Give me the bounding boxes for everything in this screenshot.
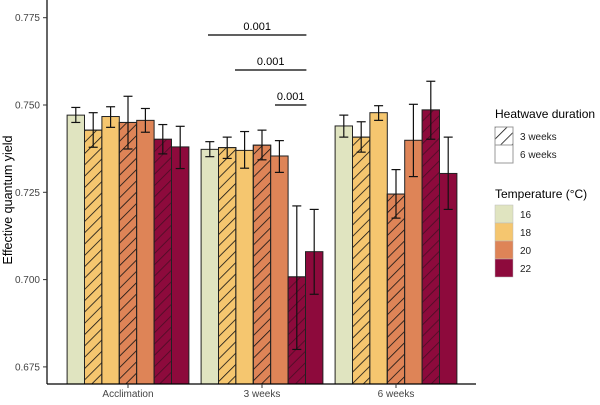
bar-hatch bbox=[352, 136, 371, 385]
error-bar bbox=[374, 105, 384, 121]
error-bar bbox=[240, 130, 250, 169]
x-ticks: Acclimation 3 weeks 6 weeks bbox=[102, 384, 414, 400]
bar-hatch bbox=[84, 129, 103, 385]
y-axis-label: Effective quantum yield bbox=[1, 135, 15, 264]
error-bar bbox=[292, 205, 302, 351]
error-bar bbox=[140, 107, 150, 133]
y-tick-label: 0.750 bbox=[15, 101, 40, 112]
error-bar bbox=[71, 106, 81, 124]
bar-hatch bbox=[252, 144, 272, 385]
color-swatch-icon bbox=[494, 222, 514, 242]
error-bar bbox=[356, 121, 366, 153]
bar-hatch bbox=[386, 193, 406, 385]
error-bar bbox=[222, 136, 232, 160]
bar-acclimation-16-6-weeks bbox=[66, 114, 85, 385]
significance-label: 0.001 bbox=[243, 21, 271, 33]
legend-item-3-weeks: 3 weeks bbox=[494, 126, 557, 146]
bar-acclimation-18-6-weeks bbox=[101, 116, 120, 385]
color-swatch-icon bbox=[494, 258, 514, 278]
legend-item-temp-18: 18 bbox=[494, 222, 532, 242]
error-bar bbox=[309, 208, 319, 295]
error-bar bbox=[106, 106, 116, 128]
legend: Heatwave duration 3 weeks 6 weeks Temper… bbox=[494, 107, 595, 278]
error-bar bbox=[257, 129, 267, 161]
error-bar bbox=[408, 103, 418, 178]
error-bar bbox=[205, 141, 215, 158]
bar-acclimation-20-6-weeks bbox=[136, 119, 155, 385]
significance-label: 0.001 bbox=[257, 56, 285, 68]
y-tick-label: 0.775 bbox=[15, 13, 40, 24]
bar-3-weeks-20-6-weeks bbox=[270, 155, 289, 385]
legend-label: 16 bbox=[520, 210, 532, 221]
error-bar bbox=[175, 125, 185, 170]
legend-duration-title: Heatwave duration bbox=[495, 107, 595, 121]
legend-temperature-items: 16 18 20 22 bbox=[494, 204, 532, 278]
bar-3-weeks-16-6-weeks bbox=[200, 148, 220, 385]
color-swatch-icon bbox=[494, 204, 514, 224]
legend-label: 3 weeks bbox=[520, 132, 557, 143]
bar-hatch bbox=[218, 147, 237, 385]
significance-layer: 0.001 0.001 0.001 bbox=[208, 21, 307, 106]
color-swatch-icon bbox=[494, 240, 514, 260]
legend-label: 18 bbox=[520, 228, 532, 239]
error-bar bbox=[274, 140, 284, 173]
error-bar bbox=[391, 169, 401, 219]
error-bar bbox=[88, 112, 98, 148]
legend-item-temp-16: 16 bbox=[494, 204, 532, 224]
bar-hatch bbox=[421, 109, 441, 385]
x-tick-label: 6 weeks bbox=[378, 389, 415, 400]
legend-item-temp-22: 22 bbox=[494, 258, 532, 278]
y-ticks: 0.675 0.700 0.725 0.750 0.775 bbox=[15, 13, 47, 373]
legend-item-6-weeks: 6 weeks bbox=[494, 144, 557, 164]
bar-6-weeks-18-6-weeks bbox=[369, 112, 388, 385]
error-bar bbox=[339, 114, 349, 138]
error-bar bbox=[443, 136, 453, 211]
significance-label: 0.001 bbox=[277, 91, 305, 103]
bar-hatch bbox=[118, 121, 138, 385]
y-tick-label: 0.725 bbox=[15, 188, 40, 199]
legend-item-temp-20: 20 bbox=[494, 240, 532, 260]
error-bar bbox=[426, 80, 436, 140]
bar-3-weeks-18-6-weeks bbox=[235, 149, 254, 385]
legend-label: 22 bbox=[520, 264, 532, 275]
bar-acclimation-22-6-weeks bbox=[171, 146, 190, 385]
error-bar bbox=[123, 95, 133, 150]
bar-6-weeks-16-6-weeks bbox=[334, 125, 354, 385]
y-tick-label: 0.700 bbox=[15, 275, 40, 286]
legend-temperature-title: Temperature (°C) bbox=[495, 187, 587, 201]
x-tick-label: 3 weeks bbox=[244, 389, 281, 400]
bars-layer bbox=[66, 80, 458, 385]
bar-hatch bbox=[153, 138, 173, 385]
error-bar bbox=[158, 123, 168, 155]
solid-swatch-icon bbox=[494, 144, 514, 164]
significance-bracket: 0.001 bbox=[275, 91, 307, 106]
significance-bracket: 0.001 bbox=[235, 56, 307, 71]
significance-bracket: 0.001 bbox=[208, 21, 307, 36]
legend-label: 20 bbox=[520, 246, 532, 257]
x-tick-label: Acclimation bbox=[102, 389, 153, 400]
legend-label: 6 weeks bbox=[520, 150, 557, 161]
y-tick-label: 0.675 bbox=[15, 362, 40, 373]
